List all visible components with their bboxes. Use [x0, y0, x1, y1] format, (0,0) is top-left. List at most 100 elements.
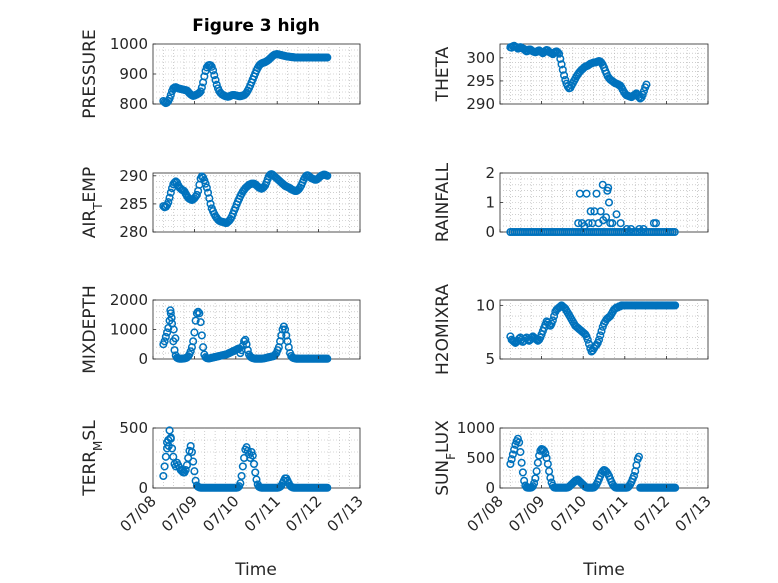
y-tick-label: 0 [485, 223, 495, 241]
x-axis-label-left: Time [234, 560, 277, 580]
data-point [622, 225, 631, 234]
y-tick-label: 5 [485, 350, 495, 368]
data-point [247, 447, 256, 457]
data-point [195, 309, 204, 318]
x-tick-label: 07/10 [547, 492, 590, 535]
data-point [238, 462, 247, 471]
data-point [582, 189, 591, 198]
data-point [186, 347, 195, 356]
data-point [251, 468, 260, 477]
x-tick-label: 07/08 [117, 492, 160, 535]
y-tick-label: 0 [138, 479, 148, 497]
x-tick-label: 07/13 [324, 492, 367, 535]
x-tick-label: 07/11 [241, 492, 284, 535]
data-point [204, 188, 213, 197]
data-point [165, 94, 174, 103]
data-point [642, 80, 651, 89]
data-point [166, 90, 175, 100]
data-point [629, 471, 639, 481]
data-point [191, 316, 200, 325]
data-point [596, 207, 605, 216]
data-point [543, 459, 552, 469]
y-tick-label: 295 [466, 72, 495, 90]
data-point [639, 225, 648, 234]
data-point [200, 72, 209, 81]
data-point [541, 449, 550, 458]
data-point [205, 194, 214, 203]
y-axis-label: SUNFLUX [433, 420, 458, 496]
y-tick-label: 1 [485, 194, 495, 212]
data-point [604, 198, 614, 207]
data-point [236, 479, 245, 488]
data-point [182, 461, 191, 470]
data-point [323, 483, 332, 492]
panel-rainfall: 0 1 2 RAINFALL [433, 162, 709, 242]
y-axis-label: PRESSURE [80, 29, 100, 118]
data-point [160, 337, 169, 346]
data-point [237, 471, 246, 481]
y-axis-label: TERRMSL [80, 420, 105, 497]
data-point [164, 441, 173, 451]
data-point [192, 309, 201, 318]
y-tick-label: 1000 [457, 419, 495, 437]
data-point [594, 335, 604, 344]
y-tick-label: 500 [466, 449, 495, 467]
data-point [323, 354, 332, 363]
data-point [507, 455, 516, 464]
x-tick-label: 07/08 [464, 492, 507, 535]
data-point [532, 467, 541, 476]
data-point [189, 457, 198, 466]
data-point [192, 190, 201, 199]
data-point [574, 219, 583, 228]
x-axis-label-right: Time [582, 560, 625, 580]
data-point [583, 335, 592, 344]
data-point [671, 301, 680, 310]
data-point [560, 71, 569, 80]
data-point [194, 307, 203, 316]
y-tick-label: 290 [466, 95, 495, 113]
y-tick-label: 290 [119, 167, 148, 185]
data-point [190, 328, 199, 337]
data-point [170, 346, 179, 355]
data-point [626, 225, 636, 234]
y-tick-label: 300 [466, 49, 495, 67]
y-axis-label: H2OMIXRA [433, 284, 453, 375]
x-tick-label: 07/12 [282, 492, 325, 535]
data-point [548, 316, 557, 325]
data-point [592, 189, 601, 198]
data-point [599, 216, 608, 225]
data-point [160, 462, 169, 471]
panel-h2omixra: 5 10 H2OMIXRA [433, 284, 709, 375]
x-tick-label: 07/13 [672, 492, 715, 535]
data-point [515, 438, 524, 447]
data-point [171, 334, 180, 343]
data-point [249, 459, 259, 469]
data-point [199, 343, 208, 352]
data-point [163, 328, 172, 337]
data-point [164, 198, 173, 207]
data-point [248, 451, 257, 460]
y-axis-label: MIXDEPTH [80, 285, 100, 374]
data-point [167, 313, 176, 322]
y-tick-label: 285 [119, 195, 148, 213]
data-point [197, 331, 206, 340]
data-point [518, 468, 527, 477]
data-point [516, 447, 525, 457]
data-point [513, 434, 522, 443]
data-point [241, 335, 250, 344]
y-tick-label: 280 [119, 223, 148, 241]
data-point [169, 452, 178, 461]
data-point [506, 459, 515, 469]
axes-box [152, 299, 361, 360]
y-tick-label: 0 [138, 350, 148, 368]
x-tick-label: 07/10 [199, 492, 242, 535]
data-point [166, 306, 175, 315]
data-point [530, 479, 539, 488]
data-point [166, 309, 175, 318]
figure-title: Figure 3 high [192, 16, 320, 36]
data-point [323, 171, 332, 180]
data-point [252, 475, 261, 484]
